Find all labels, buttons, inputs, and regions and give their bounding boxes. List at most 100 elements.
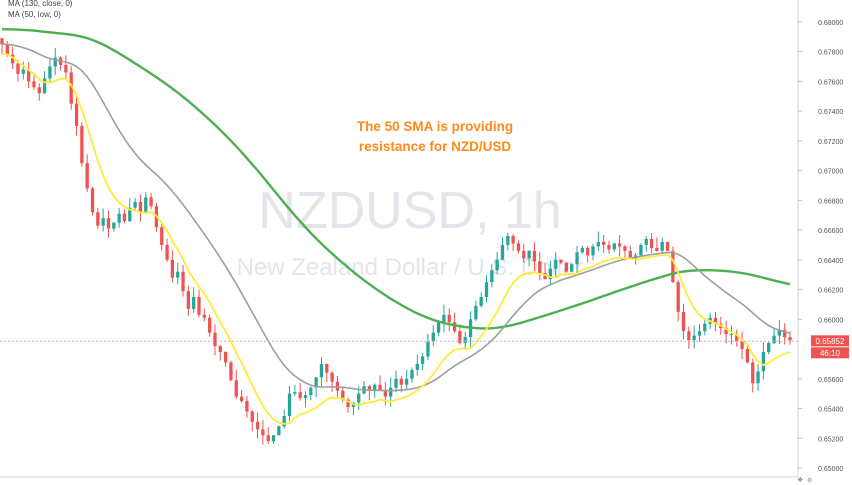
candle (452, 312, 457, 334)
candle (74, 94, 79, 136)
y-tick-label: 0.67600 (818, 79, 843, 86)
candle (756, 363, 760, 391)
candle (85, 154, 89, 192)
y-tick-label: 0.66400 (818, 258, 843, 265)
candle-body (591, 246, 595, 256)
candle-body (357, 393, 361, 403)
candle-body (697, 331, 702, 336)
candle (639, 243, 643, 257)
candle (181, 265, 185, 297)
candle (463, 331, 467, 349)
candle (532, 242, 537, 271)
candle-body (586, 247, 590, 256)
current-price-label: 0.65852 (811, 335, 849, 347)
candle (575, 246, 579, 275)
candle-body (575, 252, 579, 265)
candle-body (223, 352, 228, 363)
candle (21, 61, 25, 80)
candle (245, 396, 249, 418)
candle (298, 382, 302, 401)
candle (474, 300, 478, 322)
candle (287, 385, 292, 422)
candle-body (543, 273, 547, 280)
candle-body (415, 363, 419, 370)
candle-body (122, 213, 127, 222)
candle (538, 251, 542, 281)
candle-body (346, 399, 350, 408)
candle-body (277, 426, 281, 436)
logo-icon: ❖ (797, 477, 803, 484)
candle-body (788, 337, 792, 341)
candle-body (48, 66, 52, 79)
candle-body (607, 244, 611, 250)
candle (495, 251, 499, 274)
candle-body (490, 270, 494, 283)
price-axis[interactable]: 0.68000 0.67800 0.67600 0.67400 0.67200 0.670… (798, 20, 843, 473)
candle-body (713, 317, 718, 324)
candle (96, 207, 100, 229)
candle (58, 56, 63, 71)
watermark-description: New Zealand Dollar / U.S. Dollar (237, 254, 584, 281)
candle-body (628, 250, 632, 259)
ma-130-label[interactable]: MA (130, close, 0) (8, 0, 73, 8)
candle (101, 208, 105, 232)
candle-body (649, 238, 654, 248)
y-tick-label: 0.67800 (818, 50, 843, 57)
candle (490, 264, 494, 288)
candle (431, 325, 435, 346)
candle-body (703, 323, 707, 332)
candle-body (431, 332, 435, 342)
y-tick-label: 0.65000 (818, 466, 843, 473)
candle-body (522, 250, 526, 259)
candle-body (681, 311, 686, 332)
annotation-text: The 50 SMA is providing resistance for N… (330, 117, 540, 157)
candle-body (181, 271, 185, 292)
candle-body (90, 188, 95, 213)
candle (607, 240, 611, 254)
candle (761, 342, 766, 380)
candle (223, 351, 228, 367)
candle-body (580, 247, 585, 253)
candle (69, 65, 73, 110)
candle-body (0, 38, 4, 45)
candle (543, 263, 547, 280)
candle-body (170, 259, 175, 278)
candle (346, 397, 350, 413)
candle-body (250, 411, 254, 422)
annotation-line-2: resistance for NZD/USD (358, 139, 512, 154)
candle (415, 354, 419, 376)
candle-body (783, 329, 787, 338)
candle (745, 345, 750, 364)
candle (319, 357, 324, 387)
candle (26, 62, 31, 88)
candle (266, 427, 270, 445)
candle (229, 360, 233, 382)
y-tick-label: 0.66200 (818, 288, 843, 295)
candle-body (767, 343, 771, 353)
candle (511, 233, 515, 251)
candle (383, 381, 388, 406)
candle-body (330, 372, 334, 382)
candle-body (436, 322, 441, 333)
annotation-line-1: The 50 SMA is providing (356, 119, 514, 134)
y-tick-label: 0.66600 (818, 228, 843, 235)
candle-body (538, 261, 542, 274)
candle (516, 240, 521, 254)
candle-body (676, 282, 680, 312)
ma-50-label[interactable]: MA (50, low, 0) (8, 10, 61, 19)
candle (138, 194, 143, 222)
candle-body (138, 201, 143, 213)
candle-body (319, 363, 324, 378)
candle-body (69, 72, 73, 104)
candle (197, 289, 201, 318)
candle-body (729, 334, 734, 336)
moving-averages (1, 28, 791, 425)
candle (112, 222, 116, 232)
candle (404, 369, 409, 389)
candle-body (26, 69, 31, 82)
candle-body (144, 197, 148, 213)
candle (665, 241, 670, 251)
candle-body (644, 238, 648, 245)
candle-body (255, 421, 260, 430)
